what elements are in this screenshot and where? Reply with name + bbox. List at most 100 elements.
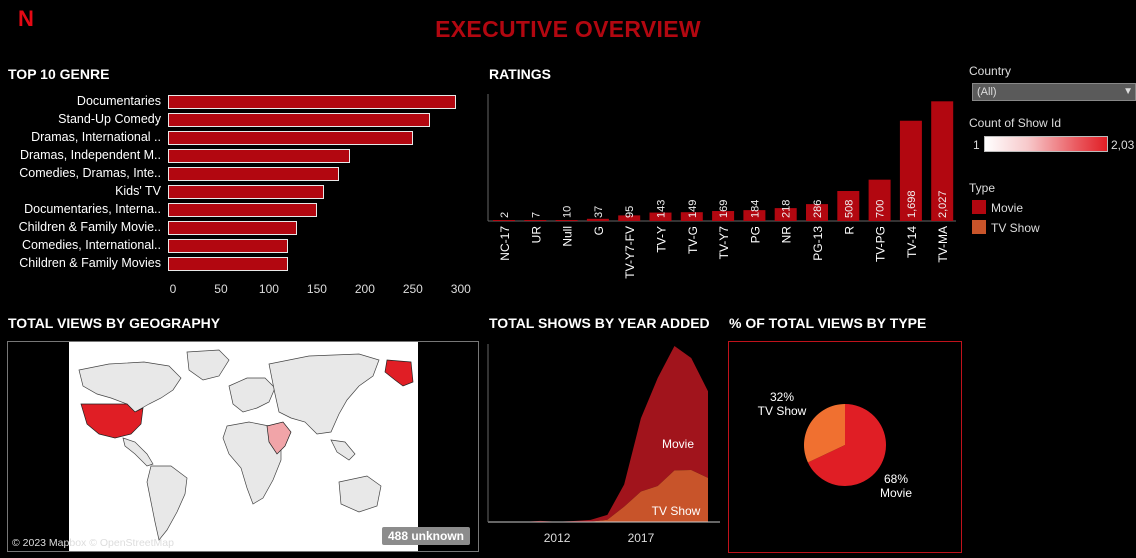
genre-bar[interactable] [168,185,325,199]
map-north-america [78,361,182,413]
rating-category-label: TV-Y [655,226,669,253]
unknown-locations-badge[interactable]: 488 unknown [381,527,470,545]
rating-bar[interactable] [743,210,766,221]
rating-value-label: 10 [562,206,574,218]
rating-category-label: TV-PG [874,226,888,262]
year-chart-title: TOTAL SHOWS BY YEAR ADDED [489,315,710,331]
map-india [266,421,292,455]
legend-item-tvshow[interactable]: TV Show [991,221,1040,235]
map-attribution[interactable]: © 2023 Mapbox © OpenStreetMap [12,537,174,549]
map-central-america [122,437,154,467]
rating-category-label: TV-Y7-FV [623,226,637,279]
map-greenland [186,349,230,381]
map-asia [268,353,380,435]
genre-label: Dramas, International .. [31,130,161,144]
genre-label: Comedies, International.. [22,238,161,252]
rating-category-label: PG [748,226,762,243]
rating-value-label: 149 [687,200,699,218]
country-filter-label: Country [969,64,1012,78]
type-pie-chart[interactable]: 68%Movie 32%TV Show [728,341,962,553]
genre-label: Children & Family Movie.. [18,220,161,234]
rating-value-label: 218 [781,200,793,218]
rating-category-label: G [592,226,606,235]
rating-bar[interactable] [680,212,703,221]
chevron-down-icon[interactable]: ▼ [1123,86,1133,97]
rating-bar[interactable] [837,191,860,221]
year-area-chart[interactable]: Movie TV Show 2012 2017 [486,340,722,552]
rating-value-label: 286 [812,200,824,218]
map-europe [228,377,276,413]
genre-bar[interactable] [168,203,317,217]
genre-x-tick: 250 [402,282,423,296]
genre-bar[interactable] [168,239,288,253]
genre-label: Documentaries, Interna.. [24,202,161,216]
rating-value-label: 143 [656,200,668,218]
rating-value-label: 2 [499,212,511,218]
rating-bar[interactable] [931,101,954,221]
rating-category-label: TV-G [686,226,700,254]
rating-bar[interactable] [555,220,578,221]
type-chart-title: % OF TOTAL VIEWS BY TYPE [729,315,927,331]
genre-label: Dramas, Independent M.. [19,148,161,162]
world-map[interactable] [69,342,418,551]
rating-value-label: 95 [624,206,636,218]
genre-bar[interactable] [168,257,288,271]
rating-value-label: 169 [718,200,730,218]
genre-bar[interactable] [168,167,339,181]
genre-x-tick: 150 [306,282,327,296]
rating-value-label: 2,027 [937,190,949,218]
movie-area[interactable] [490,346,708,522]
rating-value-label: 184 [749,200,761,218]
tvshow-area[interactable] [490,470,708,522]
rating-bar[interactable] [524,220,547,221]
ratings-bar-chart[interactable]: 2 NC-17 7 UR 10 Null 37 G 95 TV-Y7-FV 143 TV-Y 149 TV… [486,88,962,298]
count-legend-max: 2,03 [1111,138,1135,152]
map-frame[interactable]: © 2023 Mapbox © OpenStreetMap 488 unknow… [7,341,479,552]
legend-swatch-movie [972,200,986,214]
map-alaska [384,359,414,387]
genre-bar[interactable] [168,221,297,235]
rating-bar[interactable] [774,208,797,221]
genre-x-tick: 100 [258,282,279,296]
type-legend-label: Type [969,181,996,195]
rating-value-label: 37 [593,206,605,218]
rating-bar[interactable] [586,218,609,221]
rating-bar[interactable] [806,204,828,221]
rating-category-label: TV-Y7 [717,226,731,260]
geo-chart-title: TOTAL VIEWS BY GEOGRAPHY [8,315,221,331]
country-filter-dropdown[interactable]: (All) ▼ [972,83,1136,101]
genre-bar[interactable] [168,95,456,109]
rating-bar[interactable] [649,212,672,221]
tvshow-area-label: TV Show [652,504,701,518]
rating-category-label: PG-13 [811,226,825,261]
genre-x-tick: 300 [450,282,471,296]
rating-bar[interactable] [493,220,515,221]
rating-value-label: 700 [875,200,887,218]
rating-category-label: R [842,226,856,235]
rating-category-label: NR [780,226,794,244]
pie-percent-label: 68% [884,472,908,486]
genre-label: Stand-Up Comedy [58,112,161,126]
genre-bar[interactable] [168,149,351,163]
rating-category-label: TV-14 [905,226,919,258]
rating-bar[interactable] [868,179,891,221]
genre-x-tick: 0 [169,282,177,296]
legend-item-movie[interactable]: Movie [991,201,1024,215]
year-x-tick: 2017 [628,531,655,545]
genre-bar[interactable] [168,131,413,145]
genre-bar[interactable] [168,113,430,127]
year-x-tick: 2012 [544,531,571,545]
pie-frame [728,341,962,553]
pie-slice[interactable] [807,404,886,486]
count-gradient-bar [984,136,1108,152]
rating-bar[interactable] [712,211,735,221]
rating-category-label: Null [561,226,575,247]
rating-bar[interactable] [618,215,641,221]
rating-value-label: 7 [530,212,542,218]
pie-slice[interactable] [804,404,845,463]
genre-bar-chart[interactable]: Documentaries Stand-Up Comedy Dramas, Inte… [0,90,480,300]
genre-label: Comedies, Dramas, Inte.. [19,166,161,180]
map-australia [338,475,382,513]
rating-bar[interactable] [899,120,922,221]
genre-label: Documentaries [76,94,161,108]
